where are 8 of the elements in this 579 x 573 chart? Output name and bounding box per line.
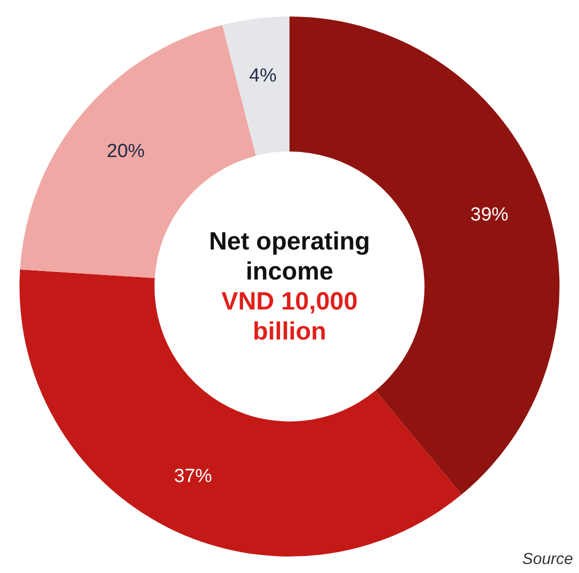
- text: VND 10,000 billion: [221, 288, 358, 346]
- data-label: 39%: [470, 204, 509, 226]
- donut-slice: [222, 16, 290, 156]
- text: Net operating income: [208, 228, 370, 286]
- data-label: 37%: [174, 466, 212, 487]
- data-label: 20%: [106, 141, 145, 162]
- data-label: 4%: [249, 66, 277, 87]
- text: Source: [522, 551, 574, 568]
